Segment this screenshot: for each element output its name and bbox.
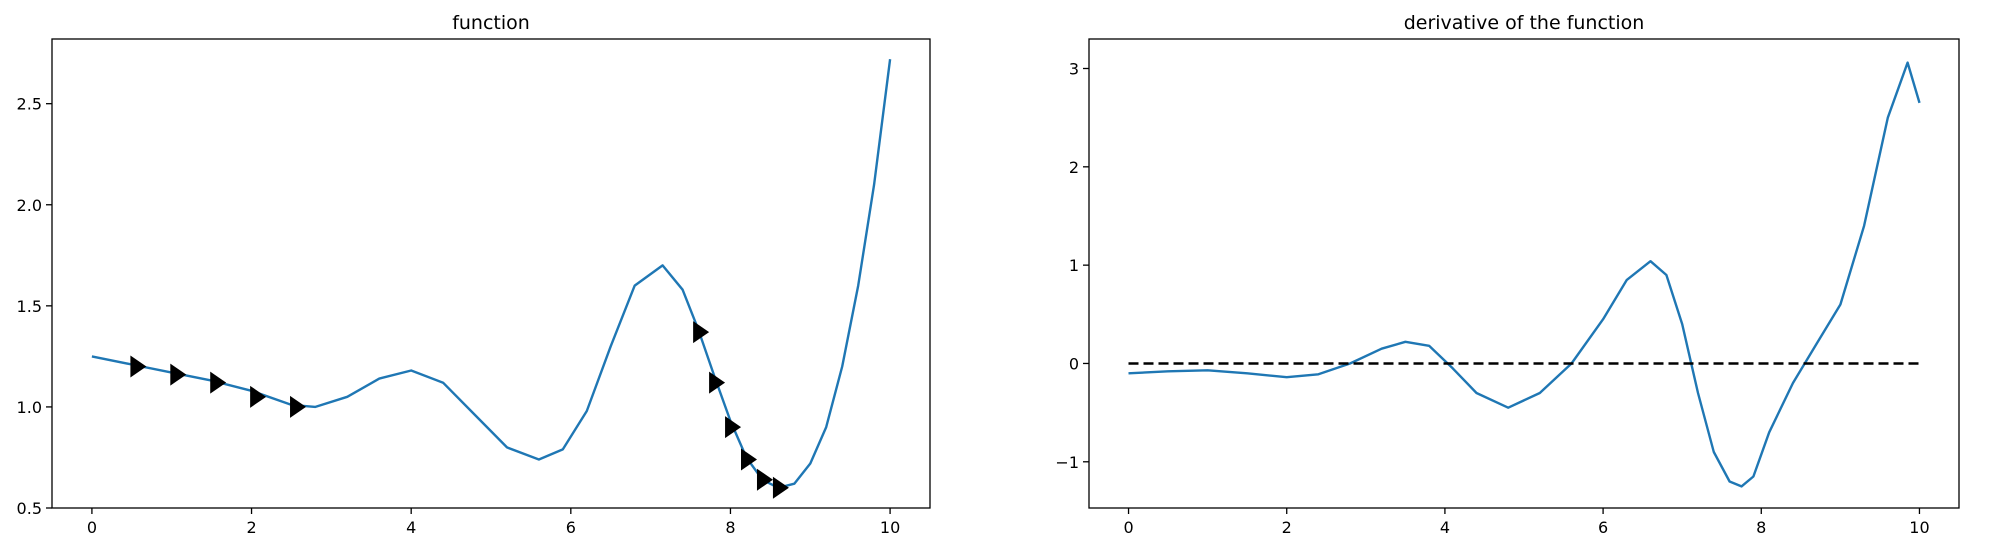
function-plot-area (91, 59, 892, 499)
derivative-y-tick-label: 3 (1069, 59, 1079, 78)
function-marker-5 (693, 321, 710, 344)
derivative-axes-frame (1088, 38, 1960, 509)
function-marker-8 (741, 448, 758, 471)
function-marker-1 (170, 363, 187, 386)
derivative-x-tick-label: 4 (1440, 518, 1450, 537)
derivative-y-tick-label: 2 (1069, 158, 1079, 177)
function-marker-3 (250, 385, 267, 408)
function-x-tick-label: 6 (566, 518, 576, 537)
function-x-tick-label: 2 (246, 518, 256, 537)
derivative-x-tick-label: 2 (1282, 518, 1292, 537)
derivative-x-tick-label: 0 (1123, 518, 1133, 537)
function-chart: function 0 2 4 6 8 10 0.5 1.0 1.5 2.0 2.5 (17, 12, 931, 537)
derivative-y-tick-label: −1 (1055, 453, 1079, 472)
function-marker-4 (290, 395, 307, 418)
chart-title-derivative: derivative of the function (1404, 12, 1645, 34)
function-marker-2 (210, 371, 227, 394)
derivative-chart: derivative of the function 0 2 4 6 8 10 −1 0 1 2… (1055, 12, 1960, 537)
function-y-tick-label: 0.5 (17, 499, 42, 518)
derivative-y-axis: −1 0 1 2 3 (1055, 59, 1089, 472)
function-y-tick-label: 1.0 (17, 398, 42, 417)
function-x-tick-label: 10 (880, 518, 900, 537)
derivative-x-tick-label: 6 (1598, 518, 1608, 537)
function-x-tick-label: 4 (406, 518, 416, 537)
function-series-line (91, 59, 892, 489)
derivative-series-line (1128, 61, 1921, 488)
function-y-tick-label: 2.0 (17, 196, 42, 215)
derivative-y-tick-label: 1 (1069, 256, 1079, 275)
chart-title-function: function (452, 12, 530, 34)
function-axes-frame (51, 38, 931, 509)
function-y-tick-label: 1.5 (17, 297, 42, 316)
derivative-x-axis: 0 2 4 6 8 10 (1123, 508, 1930, 537)
derivative-plot-area (1128, 61, 1921, 488)
function-marker-10 (772, 476, 789, 499)
function-marker-0 (130, 355, 147, 378)
function-marker-7 (725, 416, 742, 439)
function-marker-9 (756, 468, 773, 491)
derivative-x-tick-label: 8 (1756, 518, 1766, 537)
derivative-x-tick-label: 10 (1909, 518, 1929, 537)
function-y-tick-label: 2.5 (17, 95, 42, 114)
function-x-tick-label: 8 (725, 518, 735, 537)
function-marker-6 (709, 371, 726, 394)
function-y-axis: 0.5 1.0 1.5 2.0 2.5 (17, 95, 52, 518)
function-x-axis: 0 2 4 6 8 10 (87, 508, 900, 537)
function-x-tick-label: 0 (87, 518, 97, 537)
derivative-y-tick-label: 0 (1069, 354, 1079, 373)
